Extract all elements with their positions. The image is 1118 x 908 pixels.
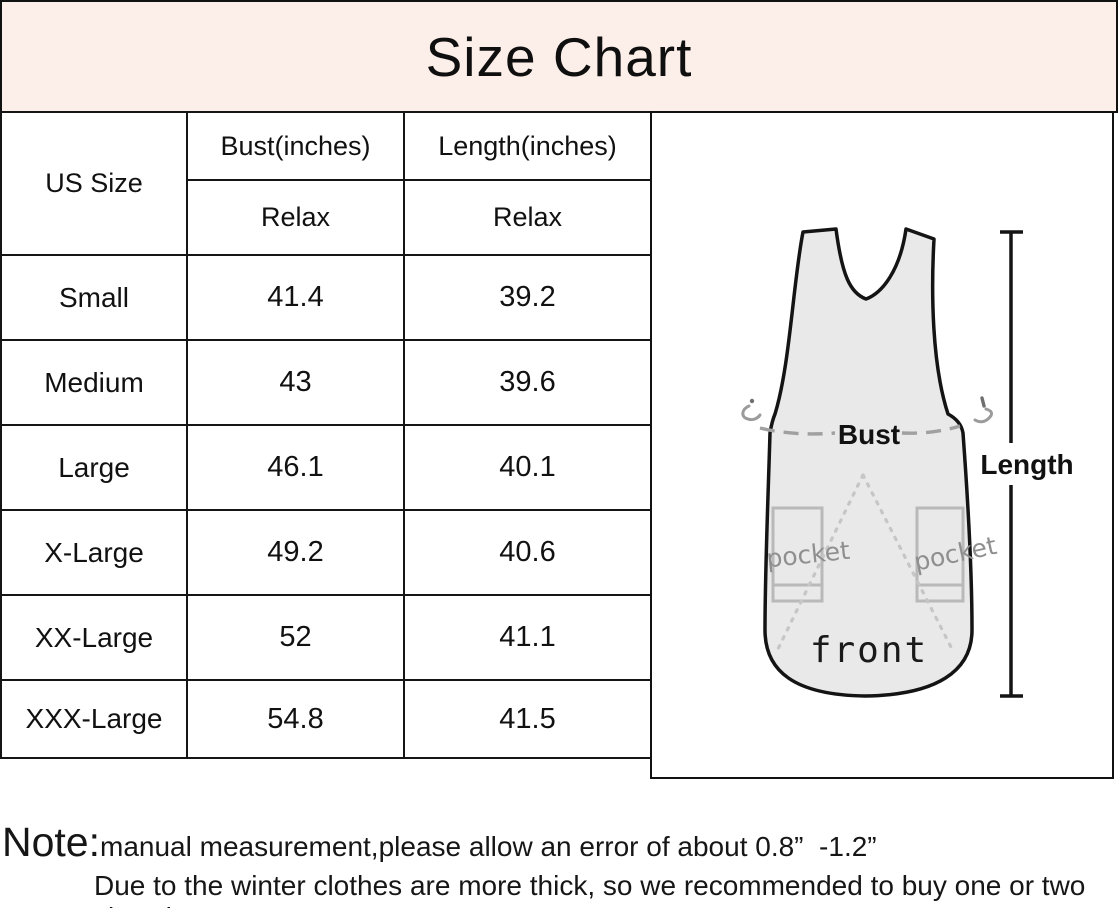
table-row: Large 46.1 40.1 [0, 424, 652, 511]
length-cell: 39.2 [403, 254, 652, 341]
bust-cell: 54.8 [186, 679, 405, 759]
length-cell: 39.6 [403, 339, 652, 426]
table-row: Small 41.4 39.2 [0, 254, 652, 341]
bust-tape-left-curl [741, 404, 762, 422]
note-section: Note: manual measurement,please allow an … [2, 820, 1116, 908]
length-label: Length [980, 449, 1073, 480]
table-row: X-Large 49.2 40.6 [0, 509, 652, 596]
note-line-1: Note: manual measurement,please allow an … [2, 820, 1116, 864]
apron-diagram: Bust Length pocket pocket front [741, 227, 1076, 698]
table-row: Medium 43 39.6 [0, 339, 652, 426]
bust-tape-dash-right [901, 424, 961, 435]
size-cell: Medium [0, 339, 188, 426]
note-prefix: Note: [2, 819, 100, 865]
length-cell: 40.1 [403, 424, 652, 511]
bust-cell: 46.1 [186, 424, 405, 511]
note-line-2: Due to the winter clothes are more thick… [94, 870, 1086, 908]
dotted-seam-right [861, 473, 953, 649]
size-cell: Small [0, 254, 188, 341]
length-cell: 40.6 [403, 509, 652, 596]
bust-cell: 49.2 [186, 509, 405, 596]
garment-diagram-panel: Bust Length pocket pocket front [650, 111, 1114, 779]
page-title: Size Chart [425, 25, 693, 88]
bust-cell: 41.4 [186, 254, 405, 341]
table-header-row: US Size Bust(inches) Length(inches) [0, 111, 652, 256]
size-cell: X-Large [0, 509, 188, 596]
table-subheader-row: Relax Relax [1, 179, 652, 256]
note-text-1: manual measurement,please allow an error… [100, 831, 877, 862]
size-table: US Size Bust(inches) Length(inches) Rela… [0, 111, 652, 759]
bust-tape-right-curl [973, 407, 993, 424]
length-cell: 41.5 [403, 679, 652, 759]
bust-cell: 43 [186, 339, 405, 426]
length-label-backing [980, 446, 1076, 482]
bust-label: Bust [838, 419, 900, 450]
bust-cell: 52 [186, 594, 405, 681]
col-header-us-size: US Size [0, 111, 188, 256]
col-header-length: Length(inches) [403, 111, 652, 181]
table-row: XXX-Large 54.8 41.5 [0, 679, 652, 759]
bust-tape-right-tick [980, 396, 986, 408]
size-cell: XX-Large [0, 594, 188, 681]
bust-tape-left-dot [749, 398, 755, 404]
size-cell: XXX-Large [0, 679, 188, 759]
subheader-bust-relax: Relax [186, 179, 405, 256]
front-label: front [810, 630, 928, 671]
size-cell: Large [0, 424, 188, 511]
bust-tape-dash-left [759, 426, 836, 436]
length-cell: 41.1 [403, 594, 652, 681]
dotted-seam-left [775, 473, 865, 653]
subheader-length-relax: Relax [403, 179, 652, 256]
title-banner: Size Chart [0, 0, 1118, 113]
pocket-right [915, 506, 965, 603]
pocket-left [771, 506, 824, 603]
length-dimension-line [1000, 230, 1023, 698]
col-header-bust: Bust(inches) [186, 111, 405, 181]
table-row: XX-Large 52 41.1 [0, 594, 652, 681]
size-table-wrap: US Size Bust(inches) Length(inches) Rela… [0, 111, 652, 759]
